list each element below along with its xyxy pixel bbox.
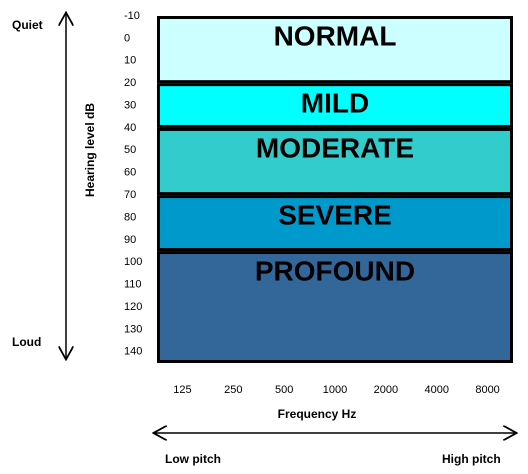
band-label: NORMAL: [274, 20, 397, 51]
band: [157, 195, 513, 252]
x-tick-label: 1000: [323, 384, 347, 396]
band: [157, 83, 513, 128]
x-tick-label: 2000: [374, 384, 398, 396]
x-tick-label: 125: [173, 384, 191, 396]
y-tick-label: 50: [124, 144, 136, 156]
y-tick-label: 70: [124, 189, 136, 201]
y-axis-label: Hearing level dB: [83, 103, 97, 197]
high-pitch-label: High pitch: [442, 452, 501, 466]
band-label: PROFOUND: [255, 255, 415, 286]
y-tick-label: 90: [124, 234, 136, 246]
x-axis-label: Frequency Hz: [278, 407, 357, 421]
band: [157, 16, 513, 84]
y-tick-label: 130: [124, 323, 142, 335]
y-tick-label: 60: [124, 167, 136, 179]
y-tick-label: 0: [124, 32, 130, 44]
band-label: MILD: [301, 88, 369, 119]
x-tick-label: 4000: [424, 384, 448, 396]
y-tick-label: 140: [124, 346, 142, 358]
x-tick-label: 250: [224, 384, 242, 396]
y-tick-label: 30: [124, 99, 136, 111]
y-tick-label: 100: [124, 256, 142, 268]
band-label: MODERATE: [256, 132, 414, 163]
band: [157, 127, 513, 196]
band-label: SEVERE: [278, 199, 392, 230]
y-tick-label: 80: [124, 211, 136, 223]
y-tick-label: -10: [124, 10, 140, 22]
band: [157, 251, 513, 363]
x-tick-label: 8000: [475, 384, 499, 396]
y-tick-label: 40: [124, 122, 136, 134]
y-tick-label: 120: [124, 301, 142, 313]
quiet-label: Quiet: [12, 18, 43, 32]
y-tick-label: 20: [124, 77, 136, 89]
low-pitch-label: Low pitch: [165, 452, 221, 466]
y-tick-label: 10: [124, 55, 136, 67]
y-tick-label: 110: [124, 279, 142, 291]
x-tick-label: 500: [275, 384, 293, 396]
loud-label: Loud: [12, 335, 41, 349]
